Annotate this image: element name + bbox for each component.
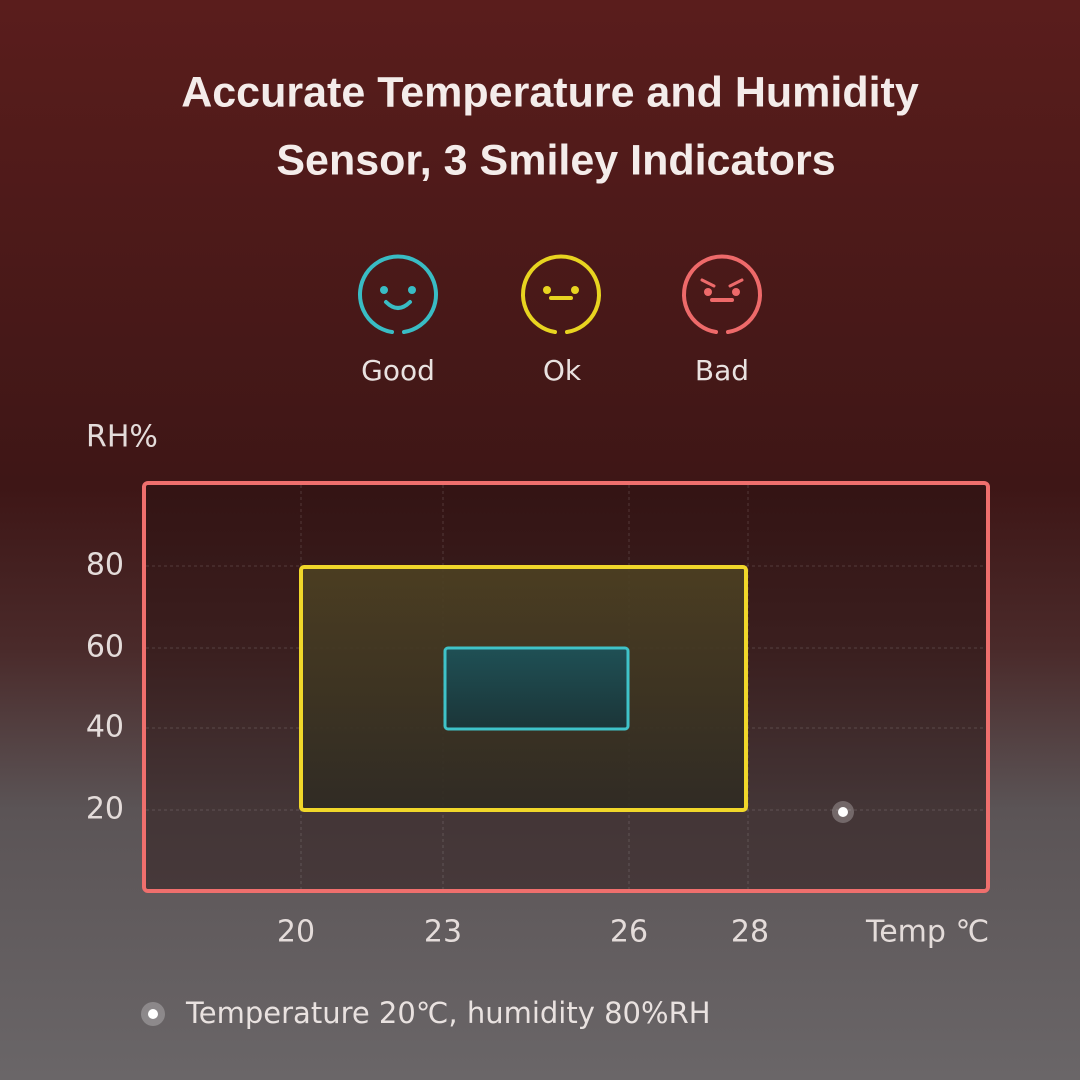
smiley-good (358, 254, 438, 334)
smiley-bad (682, 254, 762, 334)
y-tick-label: 40 (86, 710, 124, 745)
y-tick-label: 20 (86, 792, 124, 827)
title-line: Sensor, 3 Smiley Indicators (276, 136, 835, 184)
x-tick-label: 20 (277, 915, 315, 950)
note: Temperature 20℃, humidity 80%RH (185, 996, 711, 1030)
reading-dot (838, 807, 848, 817)
indicator-label: Ok (543, 354, 582, 387)
y-axis-label: RH% (86, 420, 158, 455)
smiley-ok (521, 254, 601, 334)
x-axis-label: Temp ℃ (865, 915, 989, 950)
y-tick-label: 80 (86, 548, 124, 583)
x-tick-label: 23 (424, 915, 462, 950)
indicator-label: Bad (695, 354, 749, 387)
note-dot (148, 1009, 158, 1019)
x-tick-label: 28 (731, 915, 769, 950)
x-tick-label: 26 (610, 915, 648, 950)
good-zone (443, 646, 630, 731)
indicator-label: Good (361, 354, 435, 387)
y-tick-label: 60 (86, 630, 124, 665)
title-line: Accurate Temperature and Humidity (181, 68, 919, 116)
